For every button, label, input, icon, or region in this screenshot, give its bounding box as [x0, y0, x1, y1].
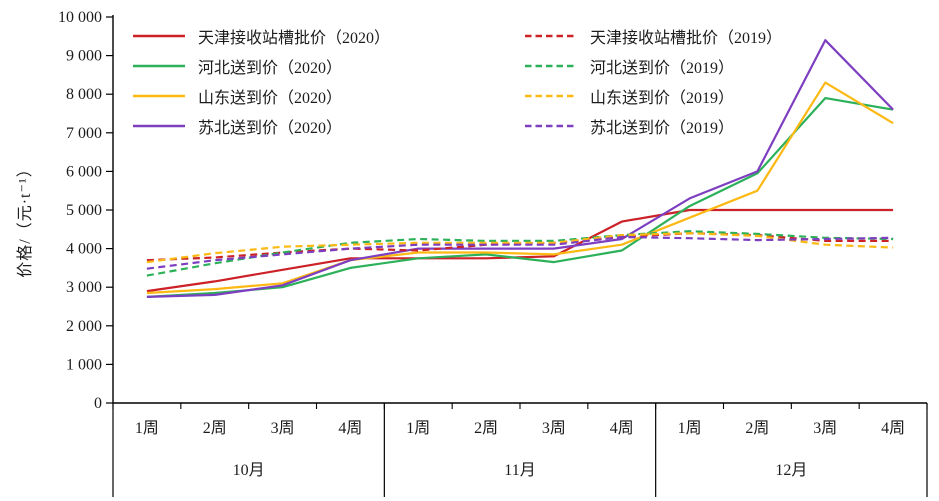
legend-label: 山东送到价（2019）	[590, 90, 735, 107]
legend-item-0: 天津接收站槽批价（2020）	[133, 21, 525, 51]
y-tick-label: 8 000	[66, 86, 102, 103]
y-tick-label: 2 000	[66, 318, 102, 335]
legend-line-sample	[133, 94, 185, 98]
legend-item-7: 苏北送到价（2019）	[525, 111, 782, 141]
legend-line-sample	[525, 34, 577, 38]
legend-label: 苏北送到价（2020）	[198, 120, 343, 137]
y-tick-label: 5 000	[66, 202, 102, 219]
week-tick-label: 1周	[406, 420, 430, 437]
legend-item-2: 山东送到价（2020）	[133, 81, 525, 111]
legend-item-3: 苏北送到价（2020）	[133, 111, 525, 141]
legend-item-6: 山东送到价（2019）	[525, 81, 782, 111]
series-line-6	[146, 232, 894, 264]
y-tick-label: 0	[94, 395, 102, 412]
week-tick-label: 4周	[338, 420, 362, 437]
series-line-2	[146, 81, 894, 295]
series-line-0	[146, 208, 894, 293]
legend-item-1: 河北送到价（2020）	[133, 51, 525, 81]
y-axis-title: 价格/（元·t⁻¹）	[17, 160, 34, 278]
chart-legend: 天津接收站槽批价（2020） 河北送到价（2020） 山东送到价（2020） 苏北送到…	[133, 21, 782, 141]
series-line-4	[146, 232, 894, 262]
legend-label: 天津接收站槽批价（2019）	[590, 30, 783, 47]
y-tick-label: 4 000	[66, 241, 102, 258]
week-tick-label: 2周	[745, 420, 769, 437]
series-line-7	[146, 235, 894, 270]
week-tick-label: 3周	[542, 420, 566, 437]
y-tick-label: 1 000	[66, 356, 102, 373]
legend-label: 苏北送到价（2019）	[590, 120, 735, 137]
y-tick-label: 6 000	[66, 163, 102, 180]
legend-line-sample	[133, 34, 185, 38]
month-tick-label: 11月	[504, 462, 535, 479]
legend-label: 山东送到价（2020）	[198, 90, 343, 107]
legend-line-sample	[133, 124, 185, 128]
legend-line-sample	[525, 94, 577, 98]
y-tick-label: 9 000	[66, 48, 102, 65]
y-tick-label: 3 000	[66, 279, 102, 296]
month-tick-label: 12月	[775, 462, 807, 479]
week-tick-label: 3周	[271, 420, 295, 437]
week-tick-label: 1周	[135, 420, 159, 437]
week-tick-label: 1周	[678, 420, 702, 437]
legend-label: 天津接收站槽批价（2020）	[198, 30, 391, 47]
week-tick-label: 2周	[474, 420, 498, 437]
series-line-3	[146, 39, 894, 298]
legend-line-sample	[133, 64, 185, 68]
legend-line-sample	[525, 124, 577, 128]
month-tick-label: 10月	[233, 462, 265, 479]
legend-line-sample	[525, 64, 577, 68]
legend-label: 河北送到价（2020）	[198, 60, 343, 77]
y-tick-label: 7 000	[66, 125, 102, 142]
legend-item-4: 天津接收站槽批价（2019）	[525, 21, 782, 51]
week-tick-label: 4周	[881, 420, 905, 437]
series-line-1	[146, 96, 894, 298]
legend-label: 河北送到价（2019）	[590, 60, 735, 77]
series-line-5	[146, 230, 894, 277]
week-tick-label: 4周	[610, 420, 634, 437]
legend-item-5: 河北送到价（2019）	[525, 51, 782, 81]
week-tick-label: 2周	[203, 420, 227, 437]
y-tick-label: 10 000	[58, 9, 102, 26]
week-tick-label: 3周	[813, 420, 837, 437]
